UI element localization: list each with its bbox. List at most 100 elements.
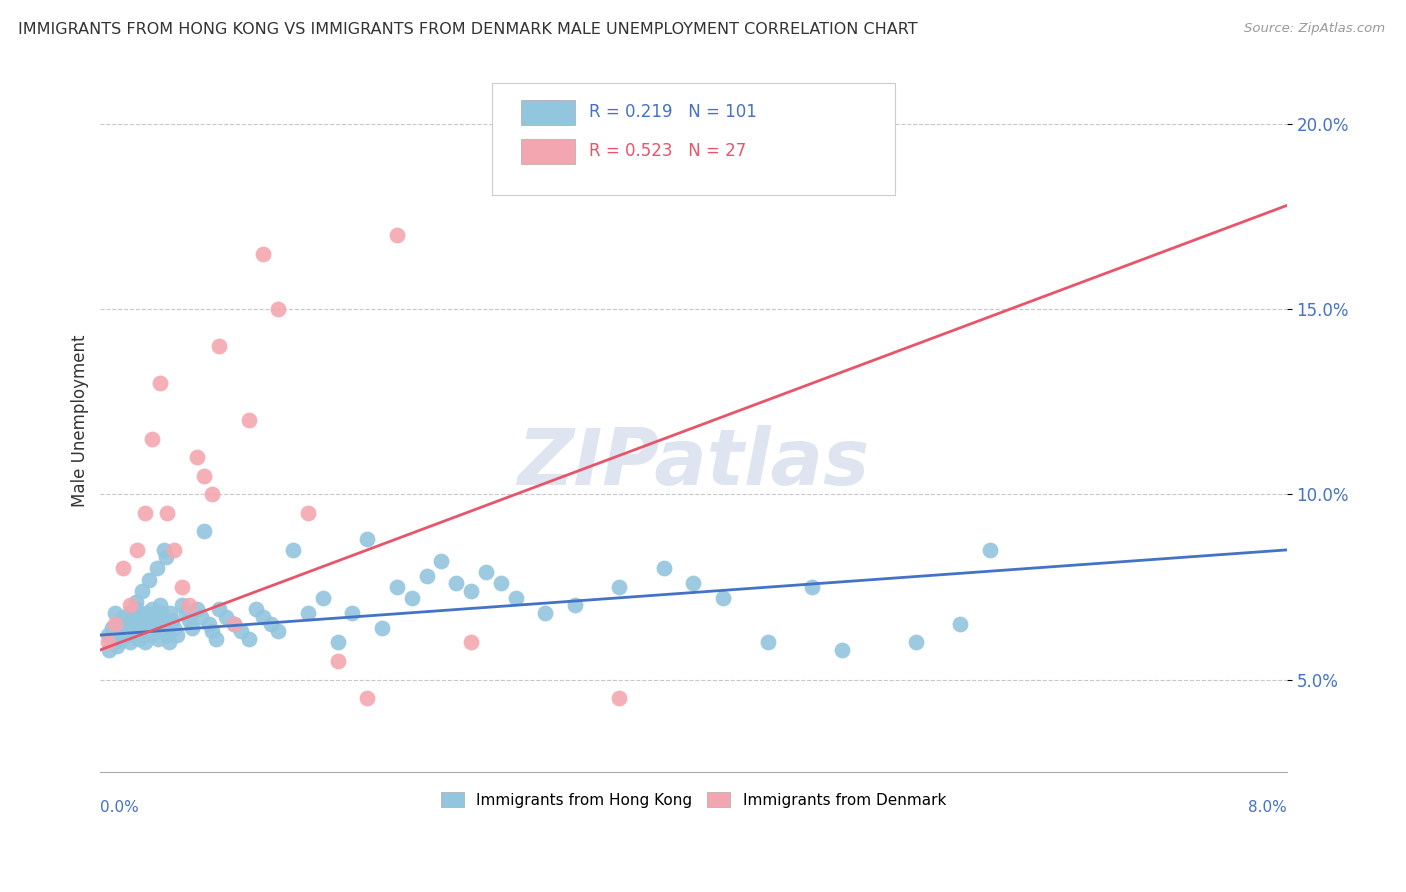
Point <box>135 606 157 620</box>
Point <box>115 613 138 627</box>
Point <box>186 602 208 616</box>
Point <box>148 632 170 646</box>
Point <box>356 532 378 546</box>
Point <box>607 580 630 594</box>
Point <box>385 580 408 594</box>
Point <box>111 561 134 575</box>
Point <box>564 599 586 613</box>
Point <box>682 576 704 591</box>
Point <box>460 635 482 649</box>
Point <box>312 591 335 605</box>
Point <box>114 628 136 642</box>
Point <box>222 617 245 632</box>
Point <box>475 565 498 579</box>
Point <box>208 339 231 353</box>
Point <box>831 643 853 657</box>
Text: Source: ZipAtlas.com: Source: ZipAtlas.com <box>1244 22 1385 36</box>
Point <box>155 550 177 565</box>
Point <box>607 691 630 706</box>
Point <box>136 613 159 627</box>
Point <box>145 624 167 639</box>
Point <box>801 580 824 594</box>
Point <box>101 621 124 635</box>
Point <box>97 628 120 642</box>
Point <box>160 613 183 627</box>
Point <box>112 621 135 635</box>
Point <box>97 635 120 649</box>
Point <box>281 542 304 557</box>
Point <box>489 576 512 591</box>
Point <box>267 624 290 639</box>
Point <box>139 628 162 642</box>
FancyBboxPatch shape <box>522 139 575 163</box>
Point <box>260 617 283 632</box>
FancyBboxPatch shape <box>492 83 896 195</box>
Point <box>124 628 146 642</box>
Point <box>505 591 527 605</box>
Point <box>444 576 467 591</box>
Point <box>197 617 219 632</box>
Point <box>149 599 172 613</box>
Point <box>118 599 141 613</box>
Point <box>156 506 179 520</box>
Point <box>131 617 153 632</box>
Point <box>200 487 222 501</box>
Point <box>231 624 253 639</box>
Point <box>117 624 139 639</box>
Point <box>326 654 349 668</box>
Point <box>153 542 176 557</box>
Point <box>297 506 319 520</box>
Point <box>134 506 156 520</box>
Point <box>145 561 167 575</box>
Point <box>415 569 437 583</box>
Point <box>190 609 212 624</box>
Point <box>186 450 208 465</box>
Point <box>193 524 215 539</box>
Point <box>163 542 186 557</box>
Point <box>179 599 201 613</box>
Point <box>131 583 153 598</box>
Point <box>176 606 198 620</box>
Point <box>121 606 143 620</box>
Point <box>98 643 121 657</box>
Point <box>252 246 274 260</box>
Text: 8.0%: 8.0% <box>1249 800 1286 815</box>
Point <box>143 617 166 632</box>
Point <box>711 591 734 605</box>
Point <box>534 606 557 620</box>
Text: R = 0.219   N = 101: R = 0.219 N = 101 <box>589 103 756 121</box>
Point <box>118 606 141 620</box>
Point <box>110 632 132 646</box>
Point <box>141 432 163 446</box>
Point <box>128 632 150 646</box>
Point <box>125 595 148 609</box>
Point <box>155 621 177 635</box>
Point <box>460 583 482 598</box>
Point <box>238 632 260 646</box>
Point <box>979 542 1001 557</box>
Point <box>238 413 260 427</box>
Point <box>179 613 201 627</box>
Point <box>245 602 267 616</box>
FancyBboxPatch shape <box>522 100 575 125</box>
Text: ZIPatlas: ZIPatlas <box>517 425 869 500</box>
Point <box>904 635 927 649</box>
Point <box>156 628 179 642</box>
Point <box>150 606 173 620</box>
Point <box>141 602 163 616</box>
Point <box>132 624 155 639</box>
Point <box>756 136 779 150</box>
Point <box>138 573 160 587</box>
Text: IMMIGRANTS FROM HONG KONG VS IMMIGRANTS FROM DENMARK MALE UNEMPLOYMENT CORRELATI: IMMIGRANTS FROM HONG KONG VS IMMIGRANTS … <box>18 22 918 37</box>
Point <box>105 639 128 653</box>
Point <box>326 635 349 649</box>
Point <box>122 617 145 632</box>
Text: R = 0.523   N = 27: R = 0.523 N = 27 <box>589 142 747 160</box>
Point <box>159 606 181 620</box>
Legend: Immigrants from Hong Kong, Immigrants from Denmark: Immigrants from Hong Kong, Immigrants fr… <box>434 786 952 814</box>
Point <box>222 617 245 632</box>
Y-axis label: Male Unemployment: Male Unemployment <box>72 334 89 507</box>
Point <box>107 624 129 639</box>
Point <box>129 609 152 624</box>
Point <box>103 632 125 646</box>
